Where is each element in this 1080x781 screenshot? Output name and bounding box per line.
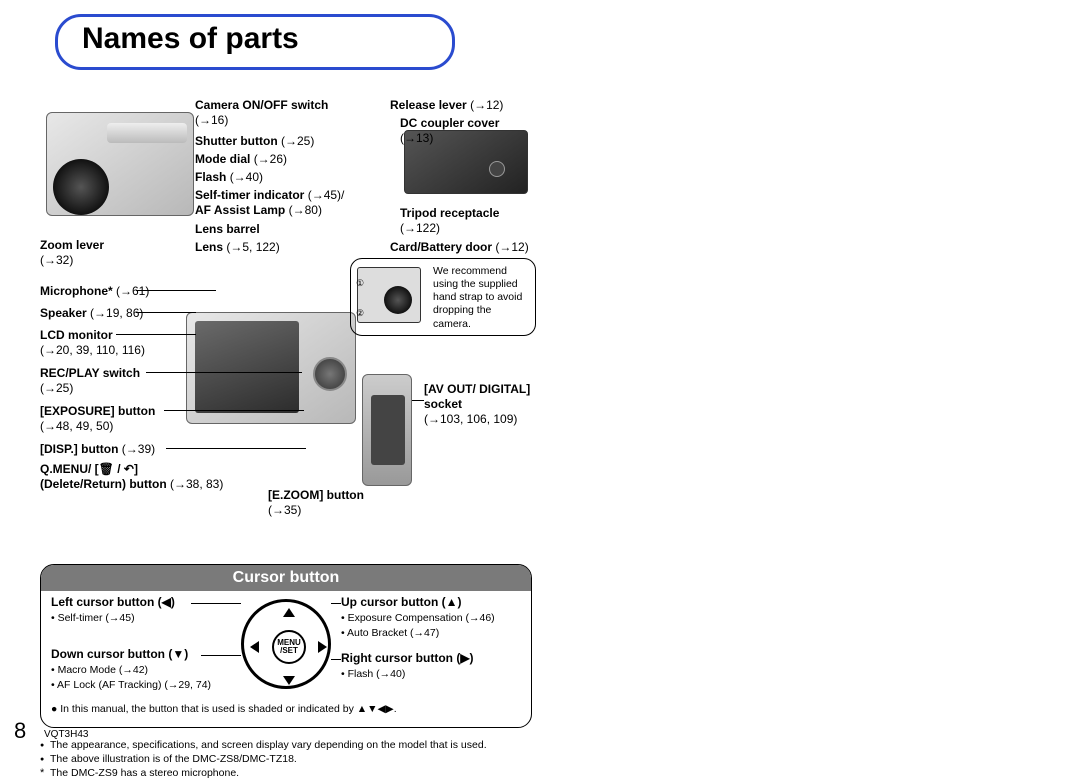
label-disp: [DISP.] button (→39) [40, 442, 220, 457]
camera-front-photo [46, 112, 194, 216]
label-lcd: LCD monitor (→20, 39, 110, 116) [40, 328, 200, 358]
tripod-hole-graphic [489, 161, 505, 177]
label-lens: Lens (→5, 122) [195, 240, 395, 255]
label-tripod: Tripod receptacle (→122) [400, 206, 570, 236]
camera-side-photo [362, 374, 412, 486]
label-camera-onoff: Camera ON/OFF switch (→16) [195, 98, 395, 128]
up-arrow-icon [283, 608, 295, 617]
cursor-down: Down cursor button (▼) • Macro Mode (→42… [51, 647, 241, 692]
label-card-door: Card/Battery door (→12) [390, 240, 590, 255]
cursor-dial-graphic [313, 357, 347, 391]
cursor-up: Up cursor button (▲) • Exposure Compensa… [341, 595, 521, 640]
label-flash: Flash (→40) [195, 170, 395, 185]
socket-cover-graphic [371, 395, 405, 465]
cursor-right: Right cursor button (▶) • Flash (→40) [341, 651, 521, 681]
doc-code: VQT3H43 [44, 729, 88, 740]
cursor-dial-label: MENU /SET [272, 630, 306, 664]
label-ezoom: [E.ZOOM] button (→35) [268, 488, 428, 518]
camera-top-graphic [107, 123, 187, 143]
cursor-footer: ● In this manual, the button that is use… [51, 703, 521, 716]
label-avout: [AV OUT/ DIGITAL] socket (→103, 106, 109… [424, 382, 564, 427]
label-qmenu: Q.MENU/ [🗑 / ↶] (Delete/Return) button (… [40, 462, 300, 492]
left-arrow-icon [250, 641, 259, 653]
label-mic: Microphone* (→61) [40, 284, 200, 299]
label-dc-coupler: DC coupler cover (→13) [400, 116, 570, 146]
camera-rear-photo [186, 312, 356, 424]
label-mode-dial: Mode dial (→26) [195, 152, 395, 167]
down-arrow-icon [283, 676, 295, 685]
footnote-2: The above illustration is of the DMC-ZS8… [40, 752, 1020, 766]
cursor-panel: Cursor button MENU /SET Left cursor butt… [40, 564, 532, 728]
strap-note-box: ① ② We recommend using the supplied hand… [350, 258, 536, 336]
lcd-graphic [195, 321, 299, 413]
cursor-left: Left cursor button (◀) • Self-timer (→45… [51, 595, 231, 625]
page-number: 8 [14, 718, 26, 744]
right-arrow-icon [318, 641, 327, 653]
label-zoom-lever: Zoom lever (→32) [40, 238, 160, 268]
cursor-body: MENU /SET Left cursor button (◀) • Self-… [41, 591, 531, 723]
label-shutter: Shutter button (→25) [195, 134, 415, 149]
footnotes: The appearance, specifications, and scre… [40, 738, 1020, 781]
label-recplay: REC/PLAY switch (→25) [40, 366, 200, 396]
label-speaker: Speaker (→19, 86) [40, 306, 200, 321]
cursor-header: Cursor button [41, 565, 531, 591]
label-lens-barrel: Lens barrel [195, 222, 395, 237]
page-title: Names of parts [82, 22, 299, 56]
cursor-dial: MENU /SET [241, 599, 331, 689]
footnote-1: The appearance, specifications, and scre… [40, 738, 1020, 752]
body: ① ② We recommend using the supplied hand… [40, 86, 1040, 746]
footnote-3: The DMC-ZS9 has a stereo microphone. [40, 766, 1020, 780]
page: Names of parts ① ② We recommend us [0, 0, 1080, 765]
strap-note-text: We recommend using the supplied hand str… [433, 265, 527, 331]
camera-strap-photo: ① ② [357, 267, 421, 323]
lens-graphic [53, 159, 109, 215]
label-release-lever: Release lever (→12) [390, 98, 560, 113]
label-self-timer: Self-timer indicator (→45)/ AF Assist La… [195, 188, 435, 218]
label-exposure: [EXPOSURE] button (→48, 49, 50) [40, 404, 200, 434]
